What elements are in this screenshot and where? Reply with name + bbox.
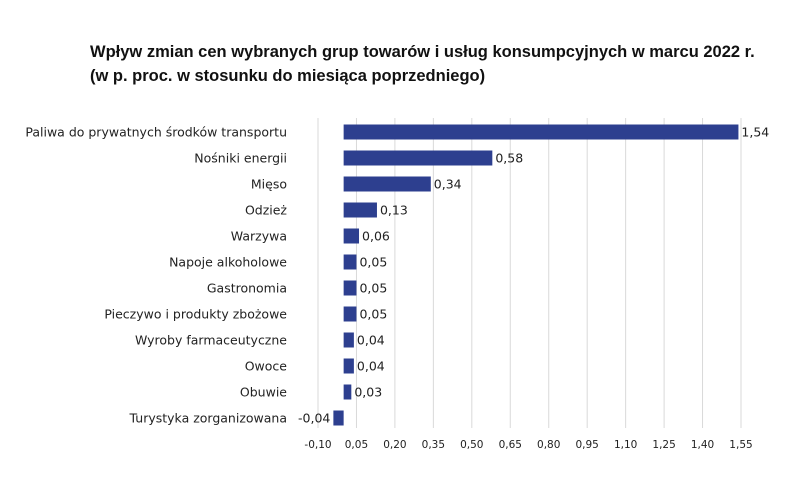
- category-label: Mięso: [251, 177, 287, 192]
- category-label: Gastronomia: [207, 281, 287, 296]
- category-label: Owoce: [245, 359, 288, 374]
- x-tick-label: 0,05: [345, 439, 368, 451]
- category-label: Wyroby farmaceutyczne: [135, 333, 287, 348]
- data-label: 0,05: [359, 307, 387, 322]
- x-tick-label: -0,10: [304, 439, 331, 451]
- data-label: 0,05: [359, 255, 387, 270]
- category-label: Paliwa do prywatnych środków transportu: [25, 125, 287, 140]
- x-tick-label: 1,10: [614, 439, 637, 451]
- category-label: Nośniki energii: [194, 151, 287, 166]
- bar: [343, 228, 360, 244]
- bar: [343, 358, 354, 374]
- bar: [333, 410, 344, 426]
- category-label: Napoje alkoholowe: [169, 255, 287, 270]
- data-label: 0,13: [380, 203, 408, 218]
- data-label: 0,06: [362, 229, 390, 244]
- data-label: 0,58: [495, 151, 523, 166]
- bar: [343, 124, 739, 140]
- x-tick-label: 1,40: [691, 439, 714, 451]
- data-label: 1,54: [741, 125, 769, 140]
- data-label: -0,04: [298, 411, 330, 426]
- category-label: Odzież: [245, 203, 287, 218]
- x-tick-label: 0,80: [537, 439, 560, 451]
- x-tick-label: 0,95: [575, 439, 598, 451]
- x-tick-label: 1,55: [729, 439, 752, 451]
- bar: [343, 332, 354, 348]
- data-label: 0,34: [434, 177, 462, 192]
- x-tick-label: 1,25: [652, 439, 675, 451]
- bar: [343, 202, 377, 218]
- data-label: 0,04: [357, 359, 385, 374]
- data-label: 0,03: [354, 385, 382, 400]
- chart-title-block: Wpływ zmian cen wybranych grup towarów i…: [90, 40, 780, 88]
- x-tick-label: 0,35: [422, 439, 445, 451]
- chart-title: Wpływ zmian cen wybranych grup towarów i…: [90, 43, 755, 61]
- x-tick-label: 0,50: [460, 439, 483, 451]
- bar: [343, 280, 357, 296]
- category-label: Turystyka zorganizowana: [129, 411, 287, 426]
- category-label: Warzywa: [231, 229, 287, 244]
- data-label: 0,05: [359, 281, 387, 296]
- bar: [343, 306, 357, 322]
- x-tick-label: 0,65: [499, 439, 522, 451]
- category-label: Obuwie: [240, 385, 287, 400]
- data-label: 0,04: [357, 333, 385, 348]
- x-tick-label: 0,20: [383, 439, 406, 451]
- category-label: Pieczywo i produkty zbożowe: [104, 307, 287, 322]
- bar: [343, 254, 357, 270]
- chart-subtitle: (w p. proc. w stosunku do miesiąca poprz…: [90, 67, 486, 85]
- bar: [343, 150, 493, 166]
- bar: [343, 176, 431, 192]
- bar: [343, 384, 352, 400]
